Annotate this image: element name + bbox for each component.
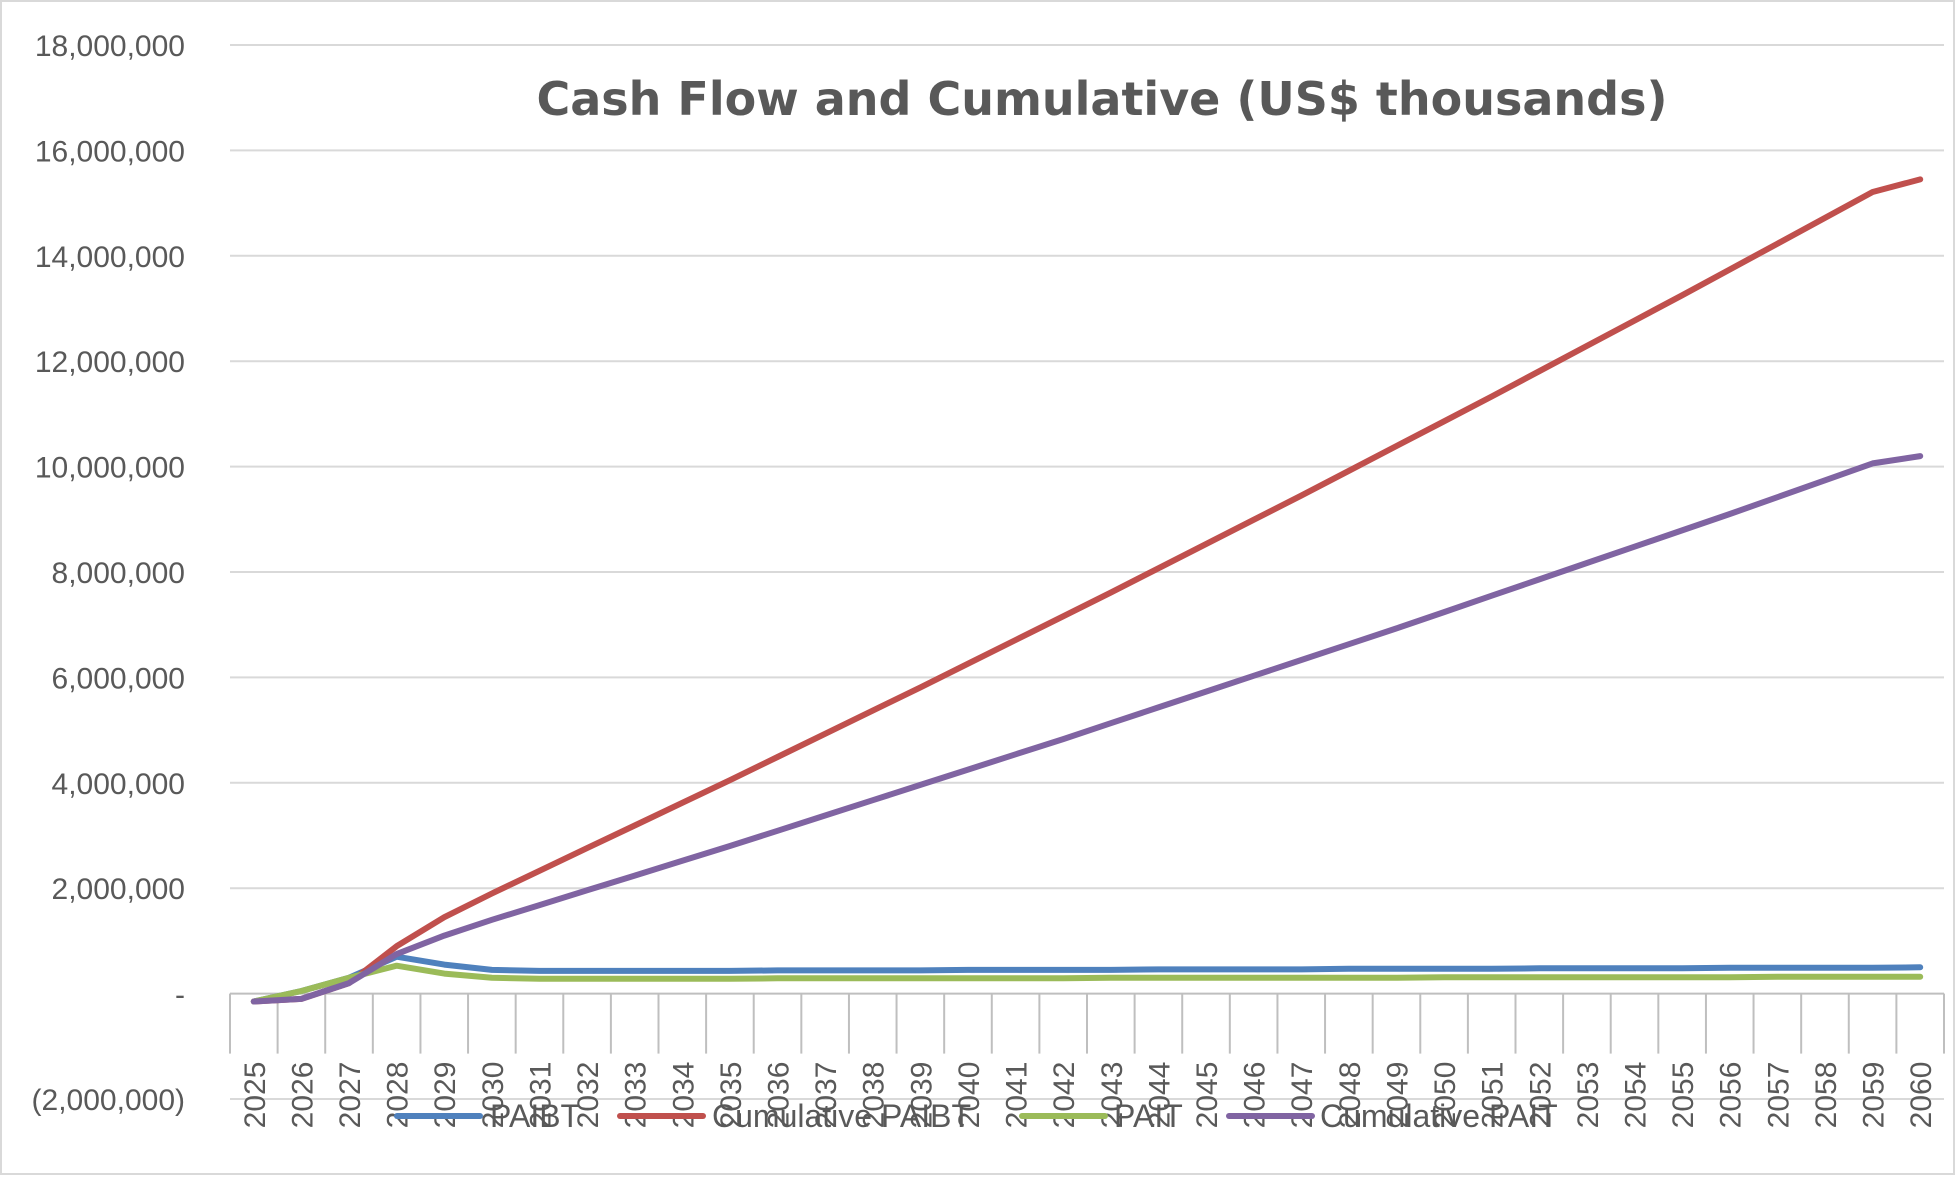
grid-layer [230,44,1944,1100]
y-tick-label: 14,000,000 [35,241,185,274]
x-tick-label: 2048 [1334,1062,1367,1129]
legend-label: PAIT [1114,1098,1183,1134]
x-tick-label: 2049 [1381,1062,1414,1129]
x-tick-label: 2026 [286,1062,319,1129]
series-line-cumulative-pait [250,453,1924,1005]
x-tick-label: 2045 [1191,1062,1224,1129]
x-tick-label: 2058 [1810,1062,1843,1129]
x-tick-label: 2051 [1477,1062,1510,1129]
x-tick-label: 2053 [1572,1062,1605,1129]
x-tick-label: 2050 [1429,1062,1462,1129]
series-line-pait [250,962,1924,1005]
x-tick-label: 2035 [715,1062,748,1129]
legend-label: Cumulative PAIBT [712,1098,971,1134]
legend-label: Cumulative PAIT [1320,1098,1558,1134]
legend: PAIBT Cumulative PAIBT PAIT Cumulative PAIT [394,1098,1558,1134]
x-tick-layer: 2025 2026 2027 2028 2029 2030 2031 2032 2033 2034… [229,993,1945,1129]
y-tick-label: 16,000,000 [35,135,185,168]
x-tick-label: 2056 [1715,1062,1748,1129]
x-tick-label: 2038 [858,1062,891,1129]
y-tick-label: 10,000,000 [35,452,185,485]
x-tick-label: 2036 [763,1062,796,1129]
x-tick-label: 2039 [905,1062,938,1129]
x-tick-label: 2044 [1143,1062,1176,1129]
x-tick-label: 2037 [810,1062,843,1129]
x-tick-label: 2057 [1762,1062,1795,1129]
x-tick-label: 2027 [334,1062,367,1129]
series-layer [250,176,1924,1005]
legend-label: PAIBT [490,1098,580,1134]
x-tick-label: 2055 [1667,1062,1700,1129]
y-tick-layer: (2,000,000) - 2,000,000 4,000,000 6,000,000 8… [32,30,185,1117]
x-tick-label: 2032 [572,1062,605,1129]
x-tick-label: 2054 [1620,1062,1653,1129]
x-tick-label: 2060 [1905,1062,1938,1129]
chart-title: Cash Flow and Cumulative (US$ thousands) [536,72,1667,126]
x-tick-label: 2031 [524,1062,557,1129]
y-tick-label: 8,000,000 [52,557,185,590]
y-tick-label: 12,000,000 [35,346,185,379]
series-line-cumulative-paibt [250,176,1924,1005]
x-tick-label: 2040 [953,1062,986,1129]
y-tick-label: 18,000,000 [35,30,185,63]
y-tick-label: 4,000,000 [52,768,185,801]
y-tick-label: (2,000,000) [32,1084,185,1117]
x-tick-label: 2052 [1524,1062,1557,1129]
x-tick-label: 2025 [239,1062,272,1129]
y-tick-label: - [175,979,185,1012]
y-tick-label: 6,000,000 [52,662,185,695]
y-tick-label: 2,000,000 [52,873,185,906]
series-line-paibt [250,953,1924,1005]
x-tick-label: 2059 [1858,1062,1891,1129]
